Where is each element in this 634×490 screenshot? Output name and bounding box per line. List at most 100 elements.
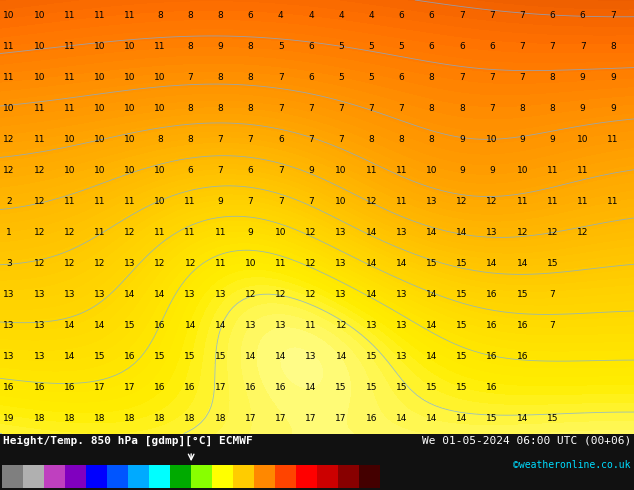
Text: 7: 7 xyxy=(339,135,344,144)
Text: 11: 11 xyxy=(154,42,165,51)
Text: 10: 10 xyxy=(486,135,498,144)
Text: 13: 13 xyxy=(34,352,45,361)
Text: 7: 7 xyxy=(550,290,555,299)
Text: 11: 11 xyxy=(275,259,287,268)
Text: 5: 5 xyxy=(368,73,374,82)
Text: 8: 8 xyxy=(217,11,223,20)
Text: 12: 12 xyxy=(306,228,316,237)
Text: 16: 16 xyxy=(486,352,498,361)
Text: 15: 15 xyxy=(366,383,377,392)
Text: 4: 4 xyxy=(368,11,374,20)
Text: 15: 15 xyxy=(94,352,105,361)
Text: 18: 18 xyxy=(63,414,75,423)
Text: 12: 12 xyxy=(34,166,45,175)
Text: 14: 14 xyxy=(215,321,226,330)
Text: 6: 6 xyxy=(459,42,465,51)
Text: 7: 7 xyxy=(217,135,223,144)
Text: 16: 16 xyxy=(154,321,165,330)
Text: 11: 11 xyxy=(154,228,165,237)
Text: 8: 8 xyxy=(368,135,374,144)
Text: 13: 13 xyxy=(335,228,347,237)
Text: 19: 19 xyxy=(3,414,15,423)
Text: 12: 12 xyxy=(306,290,316,299)
Text: 15: 15 xyxy=(456,290,468,299)
Text: 7: 7 xyxy=(519,11,525,20)
Text: 10: 10 xyxy=(517,166,528,175)
Text: 14: 14 xyxy=(396,414,407,423)
FancyBboxPatch shape xyxy=(44,465,65,488)
Text: 14: 14 xyxy=(306,383,316,392)
Text: 11: 11 xyxy=(34,104,45,113)
Text: 13: 13 xyxy=(305,352,317,361)
Text: 11: 11 xyxy=(607,135,619,144)
Text: 8: 8 xyxy=(248,104,254,113)
Text: Height/Temp. 850 hPa [gdmp][°C] ECMWF: Height/Temp. 850 hPa [gdmp][°C] ECMWF xyxy=(3,436,253,446)
Text: 7: 7 xyxy=(519,73,525,82)
Text: 14: 14 xyxy=(426,414,437,423)
Text: 13: 13 xyxy=(275,321,287,330)
Text: 15: 15 xyxy=(456,321,468,330)
Text: 17: 17 xyxy=(305,414,317,423)
Text: 10: 10 xyxy=(34,11,45,20)
FancyBboxPatch shape xyxy=(296,465,317,488)
Text: 10: 10 xyxy=(94,42,105,51)
Text: 13: 13 xyxy=(486,228,498,237)
Text: 15: 15 xyxy=(456,259,468,268)
Text: 10: 10 xyxy=(577,135,588,144)
Text: 11: 11 xyxy=(305,321,317,330)
Text: 11: 11 xyxy=(577,197,588,206)
Text: 15: 15 xyxy=(547,259,558,268)
Text: 14: 14 xyxy=(64,352,75,361)
Text: 14: 14 xyxy=(456,414,468,423)
Text: 13: 13 xyxy=(245,321,256,330)
Text: 12: 12 xyxy=(3,166,15,175)
Text: 7: 7 xyxy=(278,104,283,113)
Text: 7: 7 xyxy=(550,42,555,51)
Text: 12: 12 xyxy=(335,321,347,330)
Text: 10: 10 xyxy=(94,166,105,175)
Text: 5: 5 xyxy=(368,42,374,51)
Text: 10: 10 xyxy=(335,166,347,175)
Text: 5: 5 xyxy=(339,42,344,51)
Text: 17: 17 xyxy=(245,414,256,423)
Text: 13: 13 xyxy=(396,228,407,237)
Text: 14: 14 xyxy=(366,259,377,268)
Text: 15: 15 xyxy=(366,352,377,361)
FancyBboxPatch shape xyxy=(254,465,275,488)
Text: 4: 4 xyxy=(339,11,344,20)
Text: 7: 7 xyxy=(368,104,374,113)
Text: 9: 9 xyxy=(550,135,555,144)
Text: 11: 11 xyxy=(215,259,226,268)
Text: 10: 10 xyxy=(34,42,45,51)
Text: 13: 13 xyxy=(63,290,75,299)
Text: 8: 8 xyxy=(248,42,254,51)
Text: 6: 6 xyxy=(580,11,586,20)
Text: 8: 8 xyxy=(217,73,223,82)
Text: 5: 5 xyxy=(339,73,344,82)
Text: 14: 14 xyxy=(366,290,377,299)
Text: 7: 7 xyxy=(278,166,283,175)
FancyBboxPatch shape xyxy=(191,465,212,488)
Text: 13: 13 xyxy=(34,321,45,330)
Text: 12: 12 xyxy=(366,197,377,206)
Text: 7: 7 xyxy=(459,11,465,20)
Text: 13: 13 xyxy=(335,290,347,299)
Text: 14: 14 xyxy=(64,321,75,330)
Text: 15: 15 xyxy=(456,352,468,361)
Text: 15: 15 xyxy=(215,352,226,361)
Text: 8: 8 xyxy=(429,135,434,144)
Text: 8: 8 xyxy=(187,11,193,20)
Text: 10: 10 xyxy=(275,228,287,237)
Text: 16: 16 xyxy=(486,321,498,330)
Text: 9: 9 xyxy=(248,228,254,237)
Text: 10: 10 xyxy=(335,197,347,206)
Text: 10: 10 xyxy=(34,73,45,82)
Text: 17: 17 xyxy=(124,383,136,392)
Text: 9: 9 xyxy=(308,166,314,175)
Text: 7: 7 xyxy=(278,197,283,206)
Text: 11: 11 xyxy=(517,197,528,206)
Text: 9: 9 xyxy=(217,197,223,206)
Text: 11: 11 xyxy=(184,228,196,237)
Text: 8: 8 xyxy=(429,104,434,113)
Text: 7: 7 xyxy=(519,42,525,51)
